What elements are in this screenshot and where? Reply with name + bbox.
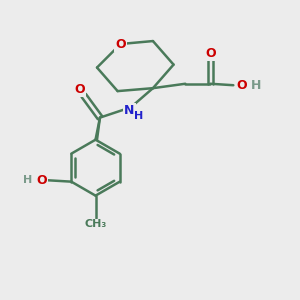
Text: O: O [37,174,47,187]
Text: H: H [23,175,33,185]
Text: H: H [134,111,144,121]
Text: O: O [205,47,216,60]
Text: H: H [251,79,262,92]
Text: CH₃: CH₃ [84,219,107,229]
Text: O: O [115,38,126,50]
Text: O: O [74,83,85,96]
Text: O: O [236,79,247,92]
Text: N: N [124,104,135,117]
